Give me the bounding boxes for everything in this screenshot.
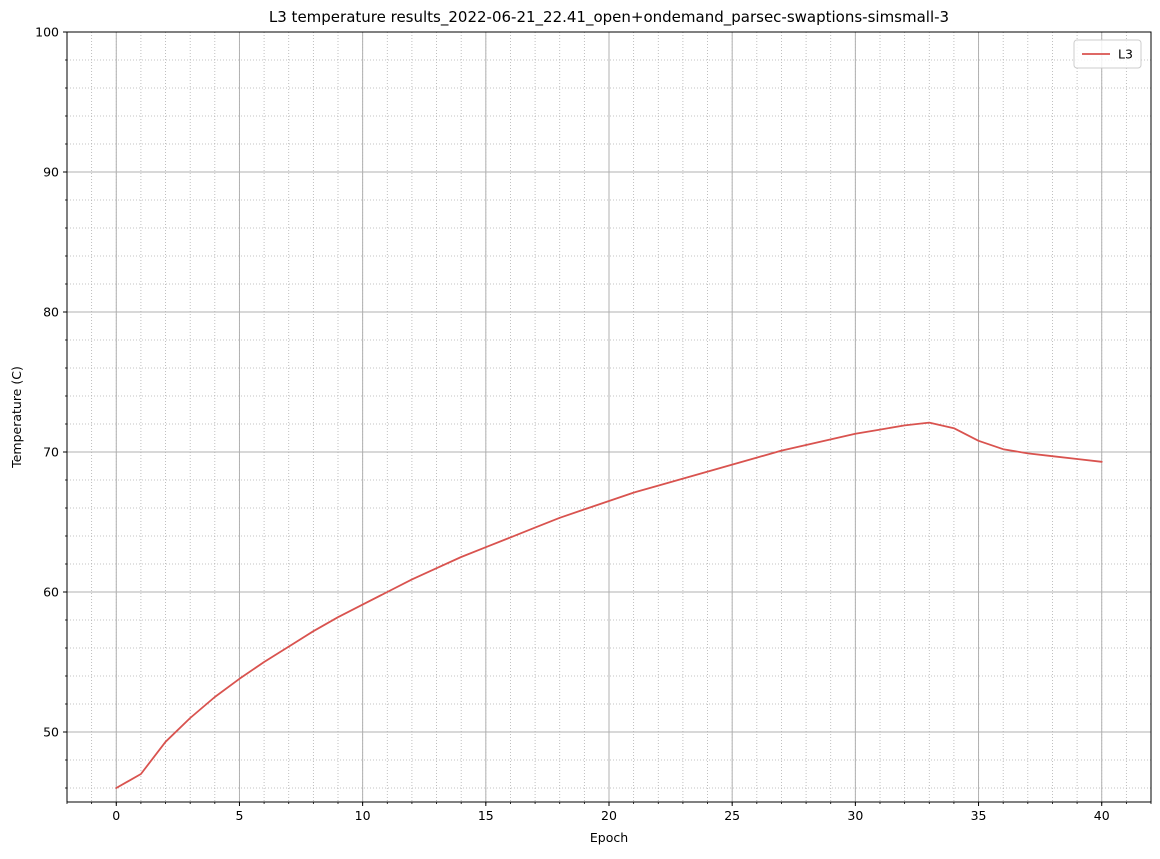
legend-label: L3 <box>1118 47 1133 62</box>
x-tick-label: 5 <box>235 808 243 823</box>
x-axis-label: Epoch <box>590 830 628 845</box>
y-tick-label: 90 <box>43 165 59 180</box>
major-grid <box>67 31 1151 802</box>
x-tick-label: 20 <box>601 808 617 823</box>
x-tick-label: 10 <box>355 808 371 823</box>
y-tick-label: 60 <box>43 585 59 600</box>
x-tick-label: 25 <box>724 808 740 823</box>
y-tick-label: 50 <box>43 725 59 740</box>
series-layer <box>115 421 1103 789</box>
y-axis-label: Temperature (C) <box>9 366 24 469</box>
y-tick-label: 100 <box>35 25 59 40</box>
legend: L3 <box>1073 39 1142 69</box>
y-tick-label: 70 <box>43 445 59 460</box>
ticks-layer: 0 5 10 15 20 25 30 35 40 50 60 70 80 90 100 <box>35 25 1152 823</box>
x-tick-label: 15 <box>478 808 494 823</box>
chart-title: L3 temperature results_2022-06-21_22.41_… <box>269 8 949 27</box>
x-tick-label: 30 <box>847 808 863 823</box>
x-tick-label: 40 <box>1094 808 1110 823</box>
x-tick-label: 35 <box>971 808 987 823</box>
x-tick-label: 0 <box>112 808 120 823</box>
y-tick-label: 80 <box>43 305 59 320</box>
series-line <box>115 421 1103 789</box>
